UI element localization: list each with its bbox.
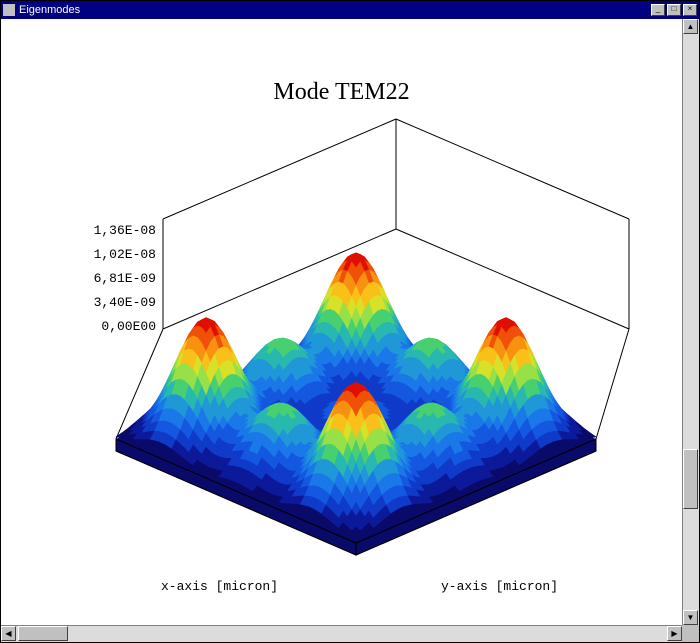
titlebar[interactable]: Eigenmodes _ □ ×	[1, 1, 699, 19]
app-window: Eigenmodes _ □ × Mode TEM22 1,36E-081,02…	[0, 0, 700, 643]
minimize-button[interactable]: _	[651, 4, 665, 16]
scroll-up-button[interactable]: ▲	[683, 19, 698, 34]
scroll-down-button[interactable]: ▼	[683, 610, 698, 625]
scroll-thumb-h[interactable]	[18, 626, 68, 641]
titlebar-left: Eigenmodes	[3, 4, 80, 16]
window-title: Eigenmodes	[19, 4, 80, 16]
plot-area: Mode TEM22 1,36E-081,02E-086,81E-093,40E…	[1, 19, 682, 625]
vertical-scrollbar[interactable]: ▲ ▼	[682, 19, 699, 625]
horizontal-scrollbar[interactable]: ◀ ▶	[1, 625, 682, 642]
scroll-left-button[interactable]: ◀	[1, 626, 16, 641]
surface-mesh	[116, 253, 596, 541]
scroll-right-button[interactable]: ▶	[667, 626, 682, 641]
scroll-corner	[682, 625, 699, 642]
close-button[interactable]: ×	[683, 4, 697, 16]
surface-3d-plot	[1, 19, 682, 625]
titlebar-buttons: _ □ ×	[651, 4, 697, 16]
maximize-button[interactable]: □	[667, 4, 681, 16]
app-icon	[3, 4, 15, 16]
scroll-thumb-v[interactable]	[683, 449, 698, 509]
